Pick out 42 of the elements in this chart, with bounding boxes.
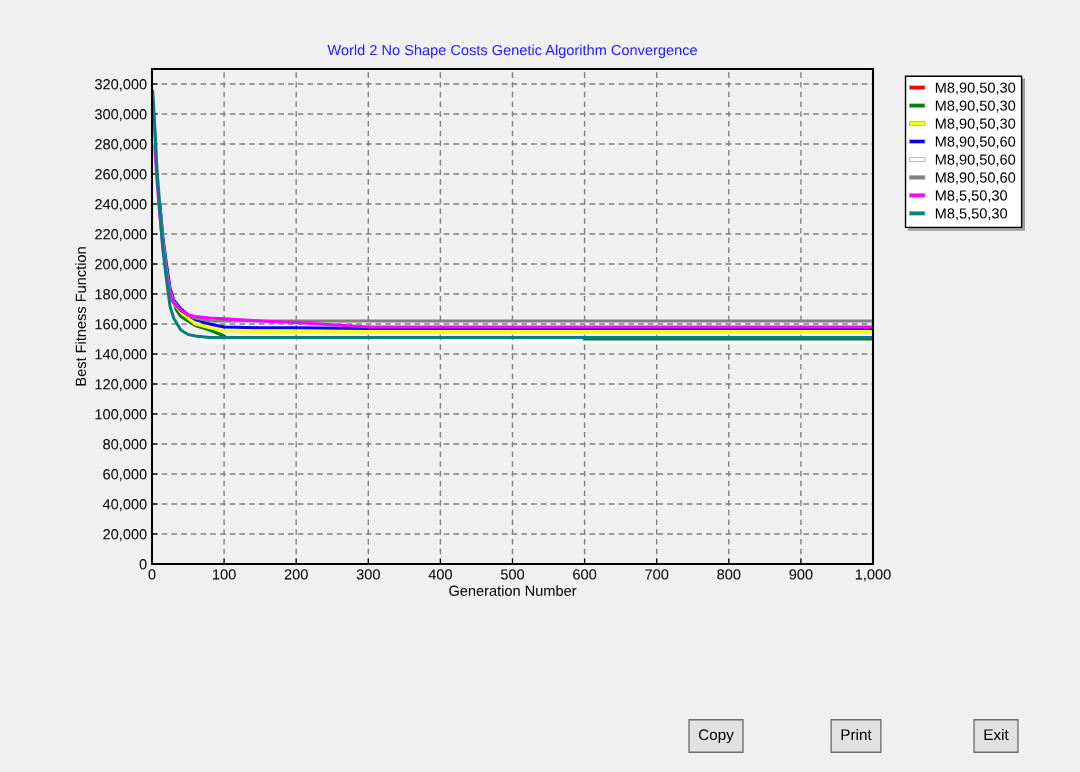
x-tick-label: 500 (500, 569, 525, 580)
legend-label: M8,5,50,30 (935, 190, 1008, 203)
y-tick-label: 320,000 (94, 79, 147, 92)
y-tick-label: 20,000 (103, 529, 147, 542)
legend-label: M8,90,50,60 (935, 154, 1016, 167)
legend-label: M8,90,50,60 (935, 136, 1016, 149)
legend-label: M8,90,50,30 (935, 100, 1016, 113)
y-tick-label: 160,000 (95, 319, 147, 332)
x-tick-label: 300 (356, 569, 380, 580)
y-tick-label: 240,000 (95, 199, 147, 212)
y-tick-label: 60,000 (103, 469, 147, 482)
y-tick-label: 140,000 (95, 349, 147, 362)
x-axis-title: Generation Number (449, 585, 577, 596)
legend-label: M8,90,50,30 (935, 118, 1016, 131)
y-axis-title: Best Fitness Function (75, 247, 86, 386)
chart-title: World 2 No Shape Costs Genetic Algorithm Convergence (327, 44, 697, 59)
x-tick-label: 1,000 (855, 569, 891, 582)
y-tick-label: 280,000 (95, 139, 147, 152)
y-tick-label: 180,000 (95, 289, 147, 302)
y-tick-label: 220,000 (95, 229, 147, 242)
text: Exit (984, 728, 1009, 741)
legend-label: M8,90,50,60 (935, 172, 1016, 185)
text: Copy (698, 729, 734, 744)
y-tick-label: 0 (139, 559, 147, 570)
legend-label: M8,90,50,30 (935, 82, 1016, 95)
y-tick-label: 260,000 (95, 169, 147, 182)
legend-label: M8,5,50,30 (935, 208, 1008, 221)
x-tick-label: 400 (428, 569, 452, 580)
x-tick-label: 800 (717, 569, 741, 580)
y-tick-label: 120,000 (95, 379, 147, 392)
x-tick-label: 900 (789, 569, 813, 580)
x-tick-label: 100 (213, 569, 236, 580)
y-tick-label: 100,000 (95, 409, 147, 422)
y-tick-label: 80,000 (103, 439, 147, 452)
x-tick-label: 0 (148, 569, 156, 580)
x-tick-label: 600 (573, 569, 597, 580)
y-tick-label: 200,000 (95, 259, 147, 272)
y-tick-label: 40,000 (102, 499, 147, 512)
x-tick-label: 700 (645, 569, 669, 580)
text: Print (841, 728, 872, 741)
x-tick-label: 200 (284, 569, 308, 580)
y-tick-label: 300,000 (94, 109, 147, 122)
